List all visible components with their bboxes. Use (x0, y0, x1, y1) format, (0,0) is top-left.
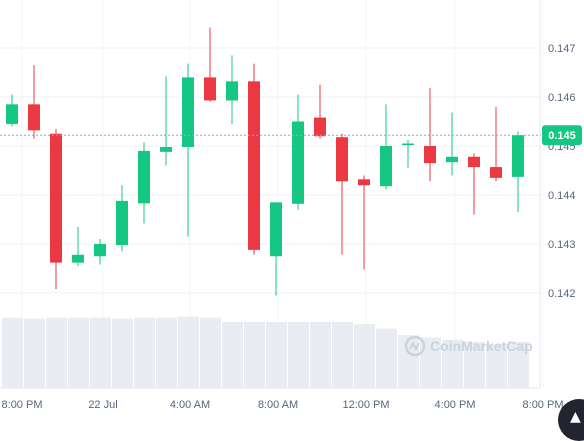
x-tick-label: 8:00 AM (258, 399, 298, 411)
volume-bar (90, 318, 111, 388)
x-tick-label: 4:00 PM (435, 399, 476, 411)
candle-body (6, 104, 18, 124)
y-axis: 0.147 0.146 0.145 0.144 0.143 0.142 (548, 43, 576, 300)
watermark-text: CoinMarketCap (430, 338, 533, 354)
candle-body (358, 179, 370, 185)
candle-body (314, 118, 326, 137)
candle (292, 95, 304, 210)
x-tick-label: 8:00 PM (523, 399, 564, 411)
candle (204, 27, 216, 101)
candles (6, 27, 524, 295)
volume-bar (354, 324, 375, 388)
candle-body (292, 122, 304, 204)
x-tick-label: 4:00 AM (170, 399, 210, 411)
volume-bar (266, 322, 287, 388)
arrow-up-icon: ▲ (570, 409, 581, 425)
x-tick-label: 8:00 PM (2, 399, 43, 411)
candle-body (424, 146, 436, 163)
volume-bar (200, 318, 221, 388)
candle-body (248, 81, 260, 250)
candle (336, 134, 348, 255)
candle (402, 140, 414, 168)
candle (6, 95, 18, 127)
candle-body (28, 104, 40, 130)
x-axis: 8:00 PM 22 Jul 4:00 AM 8:00 AM 12:00 PM 4:00 … (2, 399, 564, 411)
candle-body (490, 167, 502, 178)
y-tick-label: 0.146 (548, 92, 576, 104)
volume-bar (68, 318, 89, 388)
volume-bar (112, 319, 133, 388)
candle (248, 64, 260, 255)
volume-bar (46, 318, 67, 388)
volume-bar (376, 329, 397, 388)
candle (270, 202, 282, 295)
current-price-badge: 0.145 (542, 125, 582, 145)
volume-bar (332, 322, 353, 388)
candle-body (204, 77, 216, 100)
candle-body (94, 244, 106, 256)
candle (358, 175, 370, 269)
candle (446, 113, 458, 176)
x-tick-label: 12:00 PM (342, 399, 389, 411)
volume-bar (310, 322, 331, 388)
candle (138, 142, 150, 223)
volume-bar (222, 322, 243, 388)
candle-body (468, 157, 480, 167)
candle (72, 227, 84, 266)
candle (512, 131, 524, 212)
candle (226, 55, 238, 124)
candle (28, 65, 40, 138)
candle-body (160, 147, 172, 152)
candle-body (182, 77, 194, 147)
candle-body (446, 157, 458, 162)
candle-body (336, 137, 348, 181)
volume-bar (134, 318, 155, 388)
candle (380, 104, 392, 189)
candle-body (402, 144, 414, 146)
volume-bar (178, 317, 199, 389)
y-tick-label: 0.142 (548, 288, 576, 300)
volume-bar (156, 318, 177, 388)
volume-bar (288, 322, 309, 388)
volume-bar (2, 318, 23, 388)
candle (314, 85, 326, 139)
x-tick-label: 22 Jul (88, 399, 117, 411)
candle-body (138, 151, 150, 203)
candle (160, 76, 172, 165)
current-price-label: 0.145 (548, 130, 576, 142)
y-tick-label: 0.143 (548, 239, 576, 251)
volume-bar (398, 335, 419, 388)
candle-body (380, 146, 392, 186)
volume-bar (24, 319, 45, 388)
candle-body (270, 202, 282, 256)
candle-body (72, 255, 84, 263)
candle-body (116, 201, 128, 245)
volume-bar (244, 322, 265, 388)
candle-body (50, 134, 62, 263)
y-tick-label: 0.144 (548, 190, 576, 202)
candle-body (512, 135, 524, 177)
candle (468, 153, 480, 214)
candle (50, 129, 62, 289)
y-tick-label: 0.147 (548, 43, 576, 55)
candle (94, 239, 106, 264)
candle (490, 107, 502, 181)
candle (182, 64, 194, 237)
candlestick-chart: CoinMarketCap 0.1470.1460.1450.1440.1430… (0, 0, 584, 425)
candle-body (226, 81, 238, 100)
